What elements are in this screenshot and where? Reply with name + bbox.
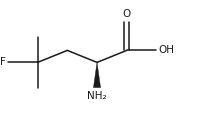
Polygon shape (93, 62, 101, 88)
Text: NH₂: NH₂ (87, 91, 107, 101)
Text: OH: OH (159, 45, 175, 55)
Text: O: O (123, 9, 131, 19)
Text: F: F (0, 57, 6, 67)
